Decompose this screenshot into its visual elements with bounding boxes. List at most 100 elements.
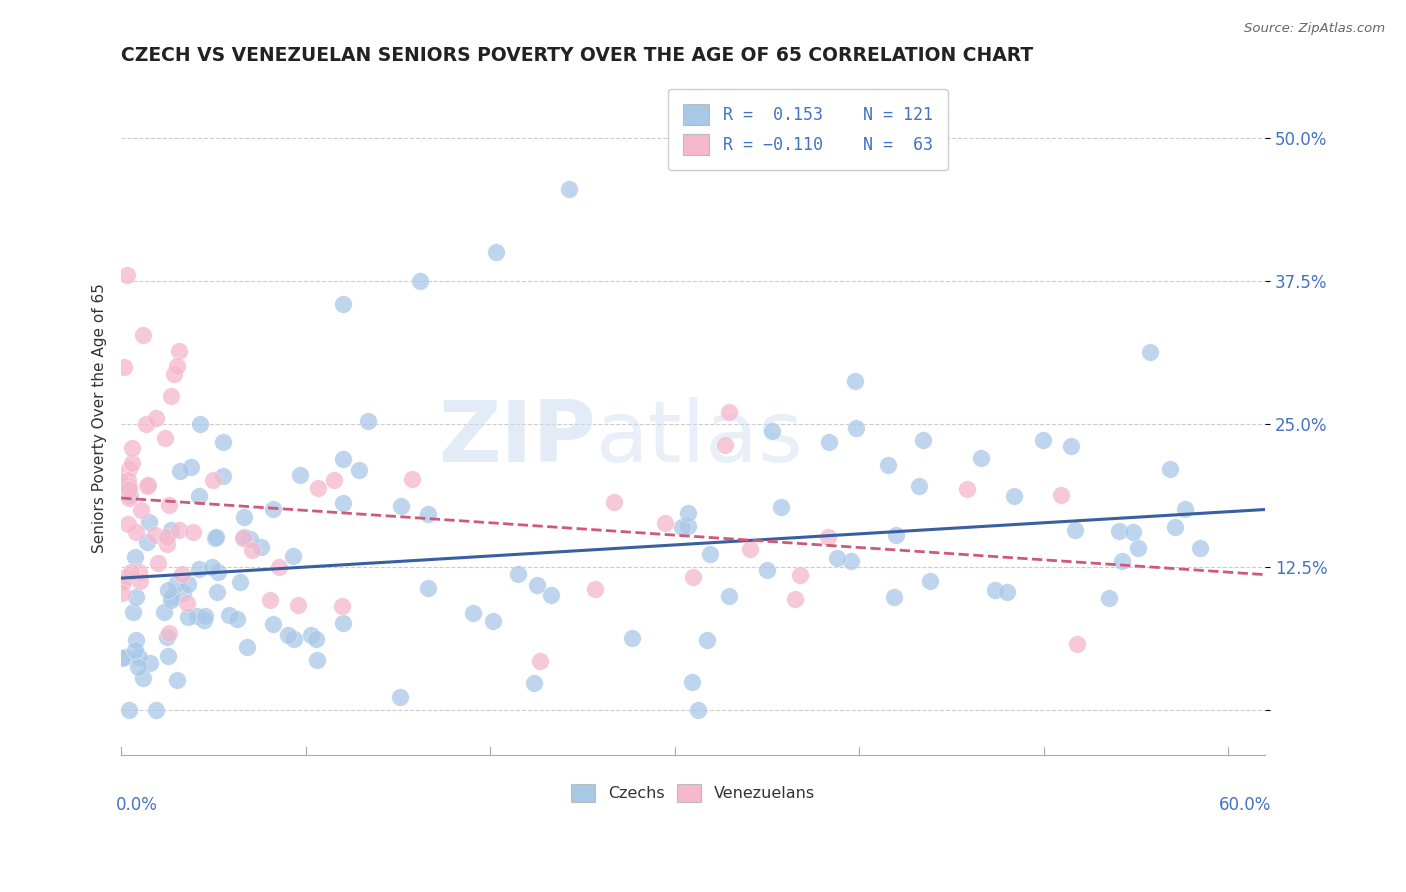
Point [212,434,235,449]
Point [482,614,505,628]
Point [717,590,740,604]
Point [262,616,284,631]
Point [956,482,979,496]
Point [970,450,993,465]
Point [844,374,866,388]
Point [388,690,411,705]
Point [418,581,440,595]
Point [181,525,204,540]
Point [125,632,148,647]
Point [877,458,900,473]
Point [138,516,160,530]
Point [789,567,811,582]
Point [995,584,1018,599]
Point [121,442,143,456]
Point [307,653,329,667]
Point [112,575,135,590]
Point [166,673,188,687]
Point [1122,525,1144,540]
Y-axis label: Seniors Poverty Over the Age of 65: Seniors Poverty Over the Age of 65 [93,283,107,553]
Point [162,590,184,604]
Point [357,414,380,428]
Point [845,421,868,435]
Point [167,343,190,358]
Point [529,654,551,668]
Point [135,479,157,493]
Point [713,438,735,452]
Point [332,615,354,630]
Point [225,612,247,626]
Point [169,464,191,478]
Point [783,592,806,607]
Point [984,582,1007,597]
Point [156,630,179,644]
Point [218,607,240,622]
Point [281,549,304,563]
Point [262,502,284,516]
Point [136,535,159,549]
Point [418,507,440,521]
Point [169,523,191,537]
Point [1108,524,1130,538]
Point [202,473,225,487]
Point [523,676,546,690]
Point [304,632,326,646]
Point [288,468,311,483]
Point [125,590,148,604]
Point [145,703,167,717]
Point [401,472,423,486]
Point [114,570,136,584]
Point [240,543,263,558]
Point [118,461,141,475]
Point [205,530,228,544]
Point [188,562,211,576]
Text: ZIP: ZIP [439,397,596,480]
Point [699,547,721,561]
Point [115,268,138,282]
Point [170,566,193,581]
Point [156,582,179,597]
Text: Source: ZipAtlas.com: Source: ZipAtlas.com [1244,22,1385,36]
Point [236,640,259,654]
Point [132,672,155,686]
Point [160,523,183,537]
Point [180,460,202,475]
Point [117,473,139,487]
Point [129,574,152,588]
Point [232,510,254,524]
Point [389,499,412,513]
Point [676,506,699,520]
Point [918,574,941,588]
Point [332,451,354,466]
Point [817,530,839,544]
Point [1002,489,1025,503]
Point [307,481,329,495]
Point [681,674,703,689]
Point [172,586,194,600]
Point [654,516,676,530]
Point [1188,541,1211,555]
Point [232,531,254,545]
Point [825,551,848,566]
Point [160,592,183,607]
Point [1111,554,1133,568]
Point [259,593,281,607]
Point [153,431,176,445]
Point [118,483,141,497]
Point [156,648,179,663]
Point [818,435,841,450]
Point [114,649,136,664]
Point [332,496,354,510]
Point [232,531,254,545]
Point [678,519,700,533]
Point [1159,461,1181,475]
Point [1050,488,1073,502]
Point [111,586,134,600]
Point [267,559,290,574]
Point [177,610,200,624]
Point [1174,501,1197,516]
Point [114,359,136,374]
Point [120,565,142,579]
Point [117,516,139,531]
Point [176,597,198,611]
